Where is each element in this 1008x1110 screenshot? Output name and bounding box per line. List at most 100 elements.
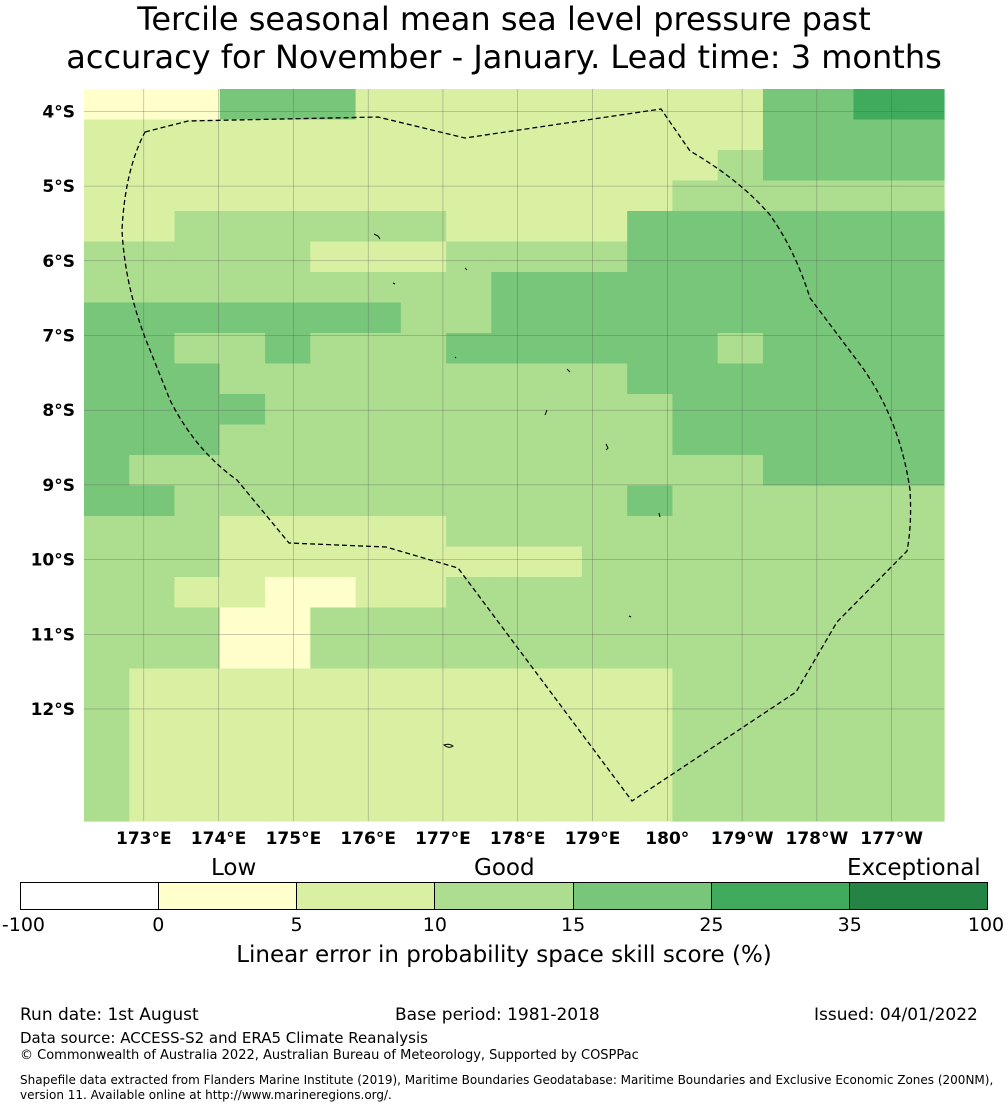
grid-cell	[898, 89, 945, 121]
grid-cell	[491, 790, 538, 822]
grid-cell	[129, 790, 176, 822]
grid-cell	[853, 333, 900, 365]
shapefile-credit: Shapefile data extracted from Flanders M…	[20, 1073, 994, 1102]
grid-cell	[219, 424, 266, 456]
grid-cell	[762, 272, 809, 304]
grid-cell	[536, 455, 583, 487]
grid-cell	[491, 119, 538, 151]
grid-cell	[491, 516, 538, 548]
grid-cell	[219, 546, 266, 578]
latitude-label: 12°S	[31, 700, 75, 720]
grid-cell	[536, 485, 583, 517]
grid-cell	[536, 424, 583, 456]
grid-cell	[627, 790, 674, 822]
grid-cell	[762, 302, 809, 334]
grid-cell	[853, 516, 900, 548]
grid-cell	[898, 119, 945, 151]
grid-cell	[627, 302, 674, 334]
grid-cell	[174, 211, 221, 243]
grid-cell	[536, 638, 583, 670]
grid-cell	[84, 729, 130, 761]
grid-cell	[627, 150, 674, 182]
grid-cell	[898, 699, 945, 731]
grid-cell	[446, 455, 492, 487]
colorbar-segment	[572, 883, 711, 909]
grid-cell	[808, 577, 855, 609]
grid-cell	[355, 89, 402, 121]
grid-cell	[174, 333, 221, 365]
grid-cell	[265, 394, 311, 426]
grid-cell	[219, 394, 266, 426]
grid-cell	[898, 546, 945, 578]
grid-cell	[219, 119, 266, 151]
grid-cell	[808, 699, 855, 731]
grid-cell	[898, 394, 945, 426]
grid-cell	[129, 211, 176, 243]
grid-cell	[355, 455, 402, 487]
grid-cell	[129, 577, 176, 609]
grid-cell	[310, 699, 357, 731]
grid-cell	[627, 516, 674, 548]
grid-cell	[491, 333, 538, 365]
grid-cell	[627, 607, 674, 639]
grid-cell	[717, 729, 764, 761]
grid-cell	[581, 180, 628, 212]
grid-cell	[219, 760, 266, 792]
grid-cell	[219, 333, 266, 365]
grid-cell	[853, 211, 900, 243]
grid-cell	[627, 394, 674, 426]
longitude-label: 174°E	[191, 829, 247, 849]
grid-cell	[129, 89, 176, 121]
grid-cell	[672, 577, 719, 609]
grid-cell	[536, 729, 583, 761]
grid-cell	[536, 607, 583, 639]
grid-cell	[355, 607, 402, 639]
grid-cell	[853, 790, 900, 822]
grid-cell	[627, 638, 674, 670]
grid-cell	[174, 577, 221, 609]
island-outline	[454, 356, 457, 359]
grid-cell	[853, 699, 900, 731]
grid-cell	[84, 760, 130, 792]
grid-cell	[219, 150, 266, 182]
grid-cell	[627, 180, 674, 212]
grid-cell	[219, 638, 266, 670]
grid-cell	[84, 333, 130, 365]
grid-cell	[129, 699, 176, 731]
latitude-label: 11°S	[31, 625, 75, 645]
grid-cell	[853, 241, 900, 273]
grid-cell	[310, 546, 357, 578]
grid-cell	[672, 394, 719, 426]
grid-cell	[129, 180, 176, 212]
colorbar-segment	[21, 883, 159, 909]
colorbar-tick-label: 10	[422, 914, 447, 936]
grid-cell	[310, 668, 357, 700]
grid-cell	[808, 119, 855, 151]
grid-cell	[84, 302, 130, 334]
grid-cell	[400, 424, 447, 456]
grid-cell	[129, 638, 176, 670]
grid-cell	[581, 577, 628, 609]
grid-cell	[310, 302, 357, 334]
grid-cell	[400, 394, 447, 426]
grid-cell	[129, 333, 176, 365]
grid-cell	[717, 272, 764, 304]
grid-cell	[762, 455, 809, 487]
grid-cell	[672, 211, 719, 243]
grid-cell	[717, 363, 764, 395]
latitude-label: 9°S	[42, 476, 75, 496]
grid-cell	[627, 272, 674, 304]
longitude-label: 173°E	[116, 829, 172, 849]
grid-cell	[265, 241, 311, 273]
grid-cell	[265, 668, 311, 700]
grid-cell	[491, 150, 538, 182]
grid-cell	[219, 302, 266, 334]
longitude-label: 179°E	[565, 829, 621, 849]
grid-cell	[129, 729, 176, 761]
grid-cell	[672, 241, 719, 273]
grid-cell	[446, 272, 492, 304]
grid-cell	[310, 394, 357, 426]
grid-cell	[853, 394, 900, 426]
grid-cell	[446, 516, 492, 548]
